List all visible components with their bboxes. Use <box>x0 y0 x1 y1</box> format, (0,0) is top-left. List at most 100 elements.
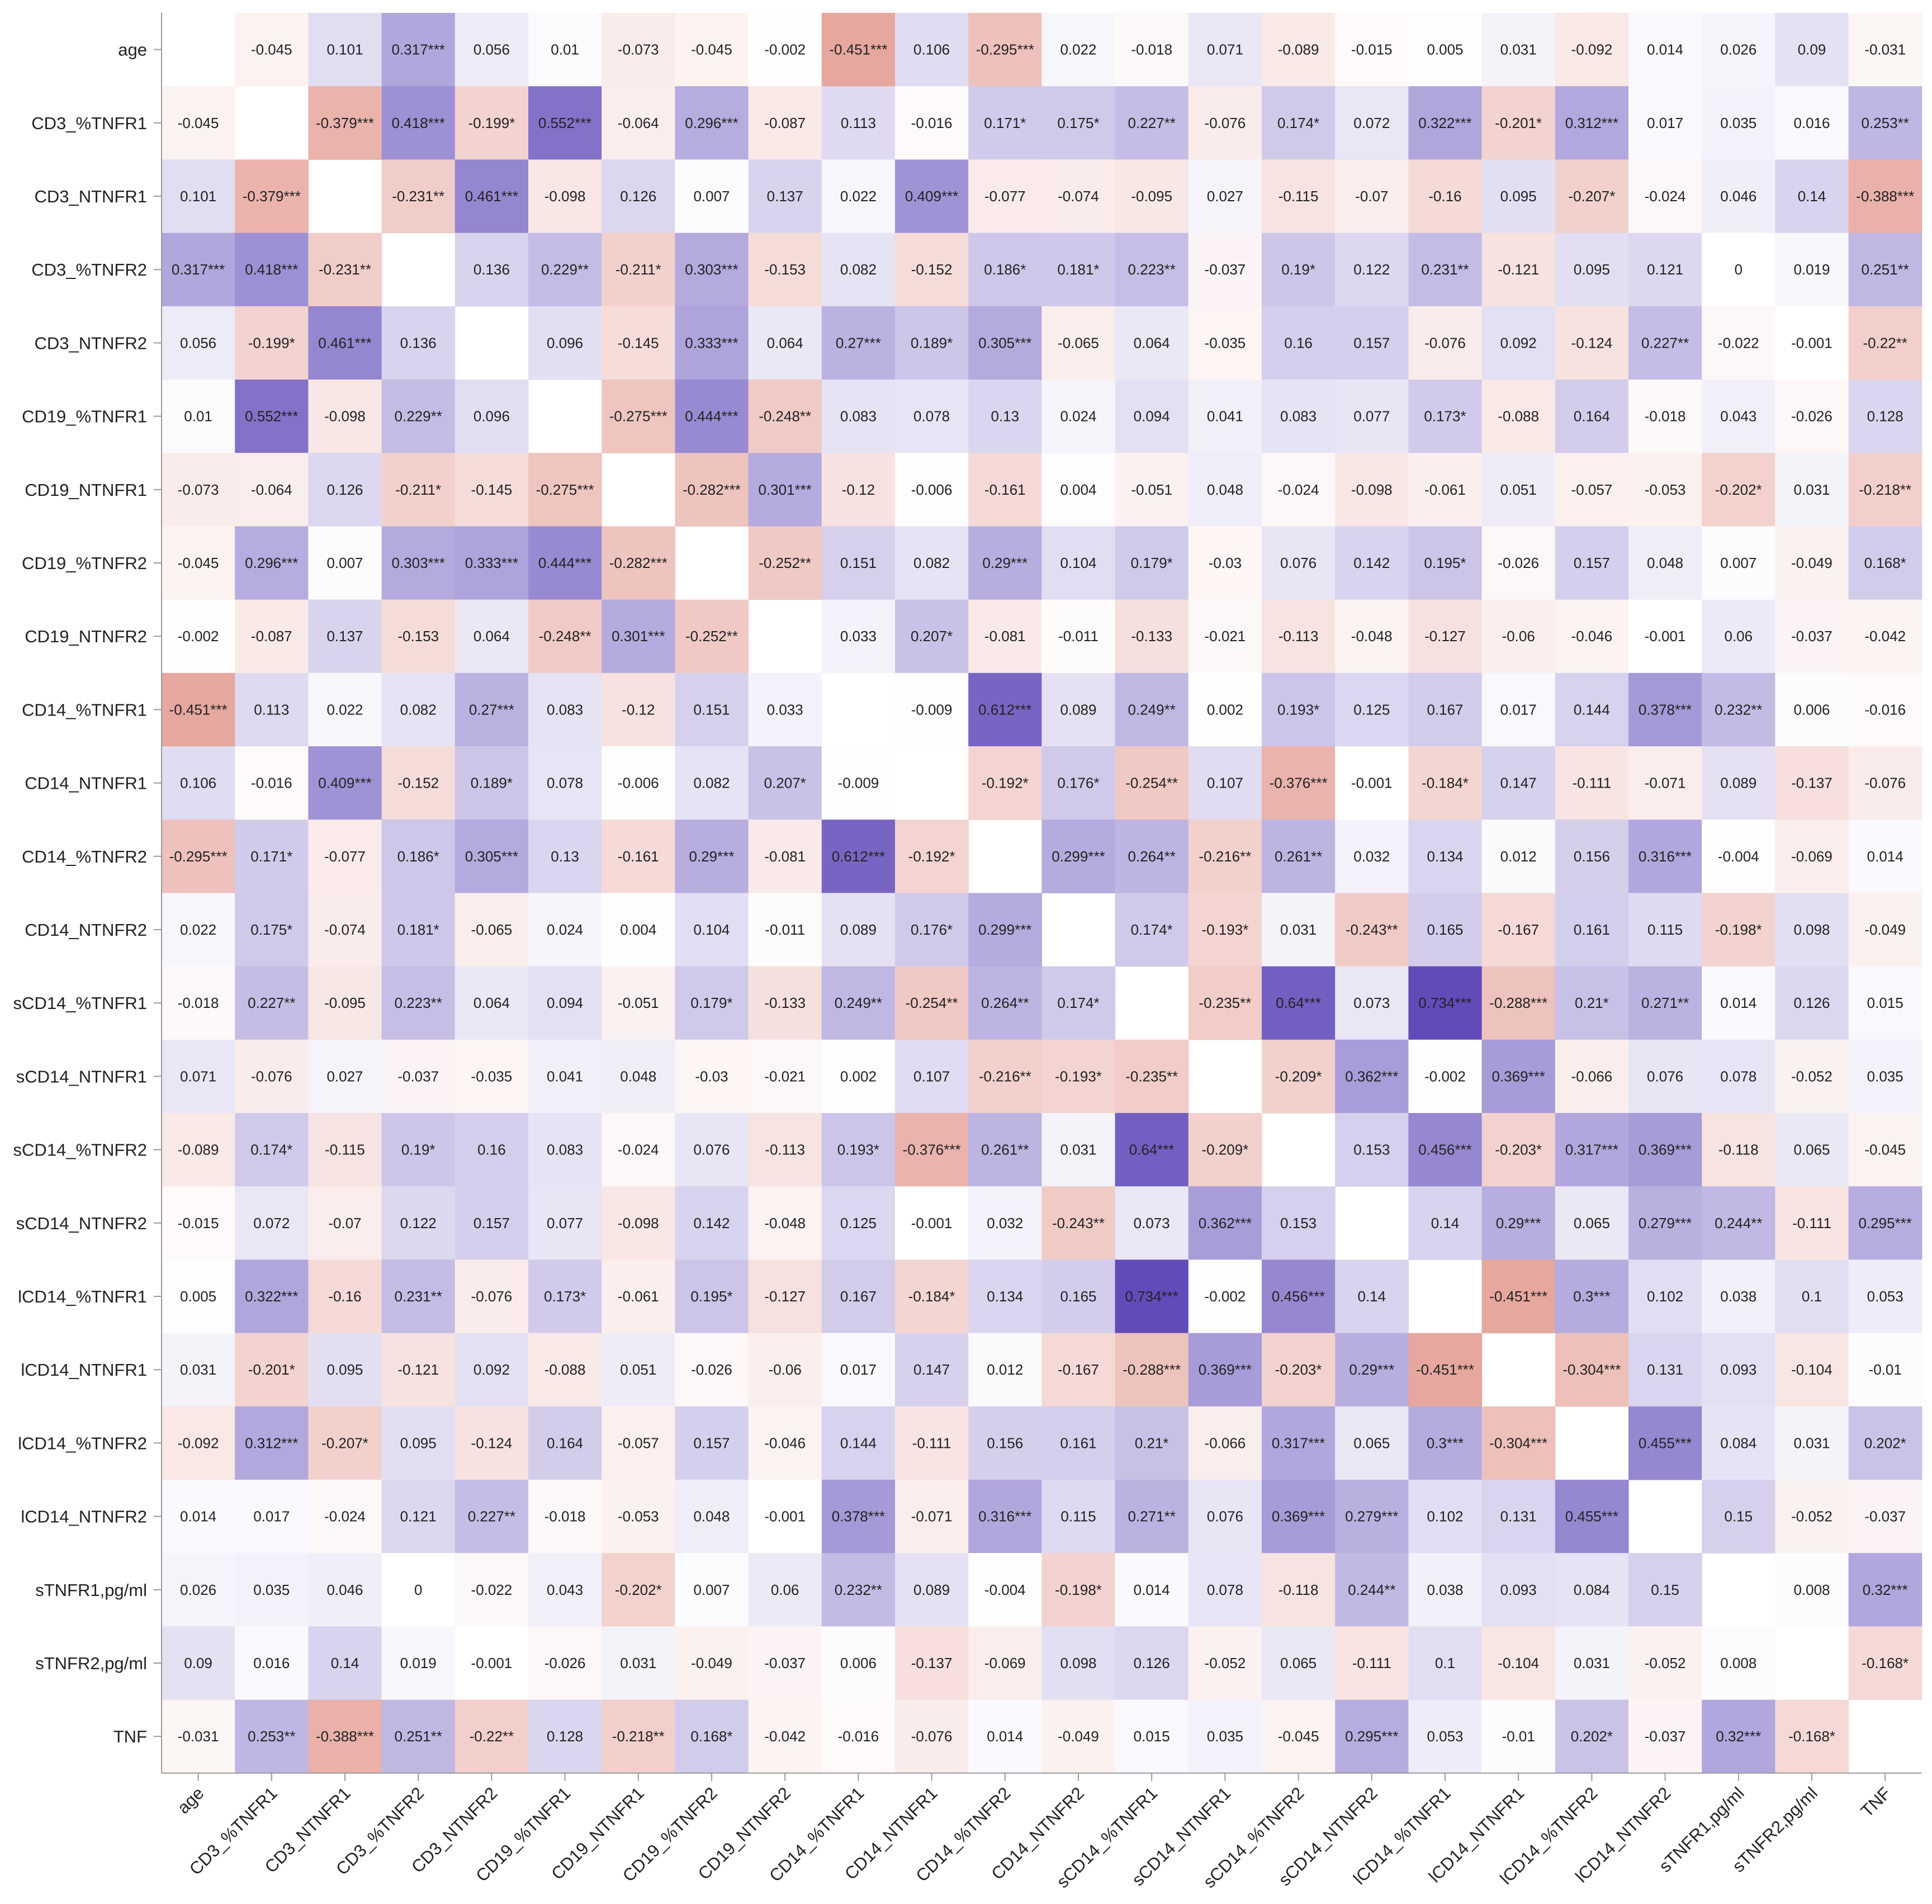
cell-value-label: -0.01 <box>1869 1361 1902 1378</box>
heatmap-cell <box>602 1553 675 1627</box>
cell-value-label: -0.209* <box>1201 1142 1248 1158</box>
cell-value-label: -0.113 <box>1278 628 1319 645</box>
cell-value-label: 0.271** <box>1641 994 1689 1011</box>
heatmap-cell <box>968 893 1042 967</box>
heatmap-cell <box>528 13 602 87</box>
heatmap-cell <box>1555 1333 1629 1407</box>
heatmap-cell <box>748 1406 822 1480</box>
cell-value-label: 0.179* <box>690 994 732 1011</box>
cell-value-label: 0.024 <box>547 921 583 938</box>
cell-value-label: 0.195* <box>1424 555 1466 571</box>
cell-value-label: -0.376*** <box>1270 775 1328 792</box>
cell-value-label: 0.136 <box>473 261 510 278</box>
heatmap-cell <box>1408 1406 1483 1480</box>
cell-value-label: 0.035 <box>253 1581 290 1598</box>
cell-value-label: -0.231** <box>319 261 371 278</box>
heatmap-cell <box>1188 1113 1262 1187</box>
heatmap-cell <box>162 1699 235 1774</box>
heatmap-cell <box>1335 1333 1409 1407</box>
cell-value-label: 0.164 <box>547 1434 583 1451</box>
heatmap-cell <box>895 1553 969 1627</box>
cell-value-label: -0.021 <box>764 1068 806 1084</box>
heatmap-cell <box>162 1626 235 1701</box>
cell-value-label: 0.095 <box>400 1434 437 1451</box>
cell-value-label: 0.01 <box>184 408 212 425</box>
heatmap-cell <box>1335 672 1409 747</box>
cell-value-label: -0.16 <box>328 1288 361 1305</box>
heatmap-cell <box>1775 1699 1849 1774</box>
heatmap-cell <box>1555 526 1629 600</box>
heatmap-cell <box>1408 233 1483 307</box>
cell-value-label: -0.161 <box>984 481 1026 498</box>
cell-value-label: 0.048 <box>1207 481 1243 498</box>
cell-value-label: -0.06 <box>1502 628 1535 645</box>
cell-value-label: -0.015 <box>178 1215 219 1232</box>
heatmap-cell <box>895 233 969 307</box>
cell-value-label: -0.124 <box>1571 334 1613 351</box>
heatmap-cell <box>162 1333 235 1407</box>
heatmap-cell <box>1188 1333 1262 1407</box>
cell-value-label: 0.253** <box>248 1728 295 1745</box>
heatmap-cell <box>821 746 896 820</box>
cell-value-label: 0.007 <box>1720 555 1756 571</box>
heatmap-cell <box>454 1480 529 1553</box>
heatmap-cell <box>675 1480 749 1553</box>
heatmap-cell <box>1702 1626 1775 1701</box>
heatmap-cell <box>381 1626 456 1701</box>
cell-value-label: 0.64*** <box>1129 1142 1175 1158</box>
heatmap-cell <box>1848 306 1922 380</box>
heatmap-cell <box>1555 233 1629 307</box>
cell-value-label: 0.128 <box>1867 408 1903 425</box>
heatmap-cell <box>1408 1699 1483 1774</box>
cell-value-label: -0.042 <box>1864 628 1906 645</box>
cell-value-label: 0.369*** <box>1199 1361 1252 1378</box>
heatmap-cell <box>602 13 675 87</box>
cell-value-label: 0.083 <box>1280 408 1317 425</box>
heatmap-cell <box>821 599 896 674</box>
heatmap-cell <box>968 453 1042 527</box>
cell-value-label: 0.249** <box>1128 701 1176 718</box>
heatmap-cell <box>968 966 1042 1040</box>
heatmap-cell <box>454 672 529 747</box>
y-tick-label: lCD14_%TNFR2 <box>18 1433 147 1453</box>
y-tick-label: sCD14_%TNFR1 <box>13 993 147 1013</box>
cell-value-label: 0.038 <box>1720 1288 1756 1305</box>
cell-value-label: 0.409*** <box>318 775 371 792</box>
cell-value-label: 0.1 <box>1435 1655 1455 1671</box>
heatmap-cell <box>1115 233 1189 307</box>
heatmap-cell <box>308 13 382 87</box>
heatmap-cell <box>454 1259 529 1334</box>
cell-value-label: 0.64*** <box>1276 994 1321 1011</box>
heatmap-cell <box>1335 86 1409 160</box>
cell-value-label: 0.147 <box>913 1361 950 1378</box>
cell-value-label: -0.031 <box>1864 41 1906 58</box>
heatmap-cell <box>675 380 749 453</box>
cell-value-label: -0.031 <box>178 1728 219 1745</box>
heatmap-cell <box>821 13 896 87</box>
cell-value-label: 0.455*** <box>1639 1434 1692 1451</box>
cell-value-label: -0.057 <box>618 1434 659 1451</box>
heatmap-cell <box>1115 1259 1189 1334</box>
heatmap-cell <box>1555 1186 1629 1260</box>
heatmap-cell <box>1188 599 1262 674</box>
heatmap-cell <box>235 599 309 674</box>
heatmap-cell <box>602 1626 675 1701</box>
cell-value-label: -0.209* <box>1275 1068 1322 1084</box>
cell-value-label: 0.102 <box>1427 1508 1463 1525</box>
cell-value-label: -0.049 <box>691 1655 732 1671</box>
cell-value-label: -0.12 <box>622 701 655 718</box>
cell-value-label: -0.295*** <box>976 41 1034 58</box>
heatmap-cell <box>1555 820 1629 893</box>
cell-value-label: 0.032 <box>987 1215 1023 1232</box>
heatmap-cell <box>162 966 235 1040</box>
cell-value-label: 0.231** <box>395 1288 442 1305</box>
heatmap-cell <box>162 746 235 820</box>
heatmap-cell <box>895 159 969 234</box>
cell-value-label: 0 <box>414 1581 422 1598</box>
heatmap-cell <box>235 1699 309 1774</box>
heatmap-cell <box>1848 1113 1922 1187</box>
heatmap-cell <box>895 672 969 747</box>
heatmap-cell <box>381 746 456 820</box>
heatmap-cell <box>454 86 529 160</box>
cell-value-label: 0.279*** <box>1639 1215 1692 1232</box>
